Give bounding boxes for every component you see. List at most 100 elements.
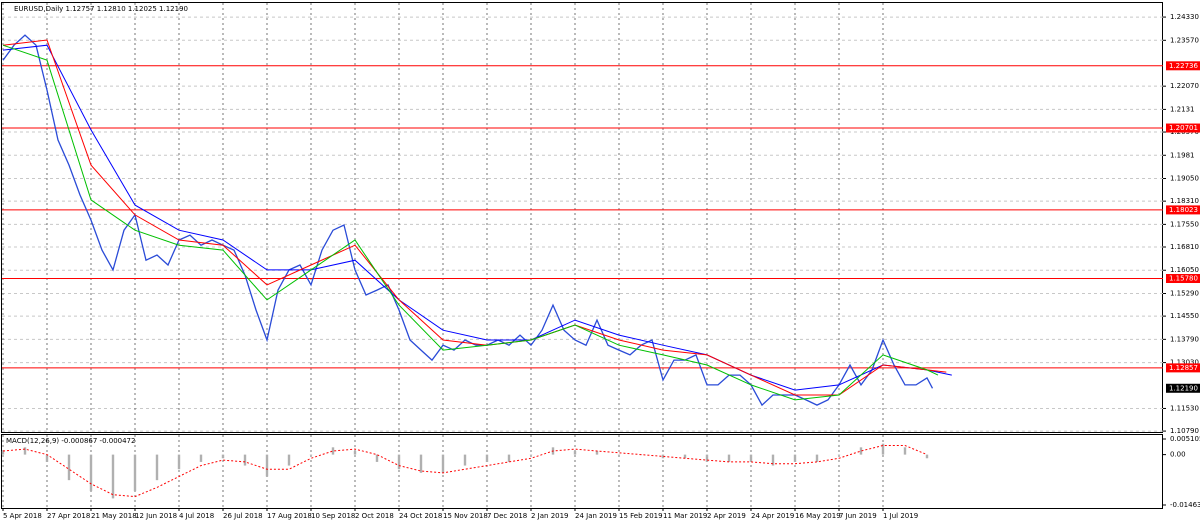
macd-bar [177, 454, 181, 470]
marks-layer [1, 34, 1163, 499]
macd-bar [309, 454, 313, 456]
macd-bar [375, 454, 379, 462]
macd-bar [243, 454, 247, 466]
macd-bar [155, 454, 159, 481]
x-tick-label: 16 May 2019 [795, 512, 841, 520]
x-tick-label: 17 Aug 2018 [267, 512, 312, 520]
macd-bar [771, 454, 775, 466]
x-tick-label: 12 Jun 2018 [135, 512, 177, 520]
macd-bar [287, 454, 291, 466]
level-label: 1.18023 [1169, 206, 1198, 214]
macd-bar [397, 454, 401, 470]
y-tick-label: 1.15290 [1170, 289, 1199, 297]
x-tick-label: 1 Jul 2019 [883, 512, 918, 520]
macd-bar [573, 450, 577, 455]
y-tick-label: 1.10790 [1170, 427, 1199, 435]
macd-bar [221, 454, 225, 459]
macd-bar [837, 454, 841, 456]
y-tick-label: 1.16810 [1170, 243, 1199, 251]
x-tick-label: 2 Apr 2019 [707, 512, 746, 520]
grid-layer [2, 3, 1166, 511]
macd-bar [67, 454, 71, 481]
macd-bar [507, 454, 511, 462]
x-tick-label: 10 Sep 2018 [311, 512, 355, 520]
x-tick-label: 24 Oct 2018 [399, 512, 442, 520]
macd-bar [485, 454, 489, 462]
y-tick-label: 1.1981 [1170, 151, 1195, 159]
macd-bar [617, 454, 621, 456]
y-tick-label: 1.17550 [1170, 220, 1199, 228]
series-line [2, 44, 952, 391]
y-tick-label: 1.23570 [1170, 36, 1199, 44]
last-price-box [1166, 383, 1200, 393]
level-label-box [1166, 61, 1200, 71]
y-tick-label: 0.00 [1170, 451, 1186, 459]
macd-bar [133, 454, 137, 492]
x-tick-label: 4 Jul 2018 [179, 512, 214, 520]
macd-bar [441, 454, 445, 473]
macd-bar [859, 447, 863, 455]
x-tick-label: 5 Apr 2018 [3, 512, 42, 520]
macd-bar [419, 454, 423, 473]
macd-bar [595, 450, 599, 455]
level-label-box [1166, 123, 1200, 133]
macd-bar [727, 454, 731, 462]
last-price-label: 1.12190 [1169, 384, 1198, 392]
macd-bar [705, 454, 709, 462]
y-tick-label: 1.13790 [1170, 335, 1199, 343]
macd-bar [1, 450, 5, 455]
y-tick-label: 1.24330 [1170, 13, 1199, 21]
y-tick-label: 1.22070 [1170, 82, 1199, 90]
macd-bar [815, 454, 819, 462]
y-tick-label: 1.2131 [1170, 105, 1195, 113]
x-tick-label: 24 Jan 2019 [575, 512, 617, 520]
x-tick-label: 21 May 2018 [91, 512, 137, 520]
macd-title: MACD(12,26,9) -0.000867 -0.000472 [6, 437, 135, 445]
macd-bar [881, 443, 885, 455]
level-label: 1.15780 [1169, 275, 1198, 283]
y-tick-label: 1.18310 [1170, 197, 1199, 205]
macd-bar [661, 454, 665, 459]
macd-bar [529, 454, 533, 456]
macd-bar [353, 450, 357, 455]
x-tick-label: 11 Mar 2019 [663, 512, 707, 520]
macd-bar [89, 454, 93, 492]
y-tick-label: 1.11530 [1170, 404, 1199, 412]
x-tick-label: 7 Dec 2018 [487, 512, 527, 520]
macd-bar [199, 454, 203, 462]
x-tick-label: 2 Jan 2019 [531, 512, 569, 520]
macd-bar [683, 454, 687, 459]
level-label-box [1166, 274, 1200, 284]
labels-layer: 1.243301.235701.220701.21311.205701.1981… [3, 13, 1200, 520]
macd-bar [45, 454, 49, 462]
x-tick-label: 27 Apr 2018 [47, 512, 90, 520]
y-tick-label: 1.13030 [1170, 359, 1199, 367]
y-tick-label: 1.14550 [1170, 312, 1199, 320]
chart-title: EURUSD,Daily 1.12757 1.12810 1.12025 1.1… [14, 5, 188, 13]
level-label: 1.20701 [1169, 124, 1198, 132]
macd-bar [463, 454, 467, 466]
macd-panel-frame [1, 434, 1163, 509]
series-line [2, 44, 939, 401]
y-tick-label: -0.014636 [1170, 501, 1200, 509]
level-label-box [1166, 205, 1200, 215]
macd-bar [903, 447, 907, 455]
level-label: 1.22736 [1169, 62, 1198, 70]
price-panel-frame [1, 2, 1163, 433]
x-tick-label: 24 Apr 2019 [751, 512, 794, 520]
level-label-box [1166, 363, 1200, 373]
x-tick-label: 15 Feb 2019 [619, 512, 663, 520]
macd-bar [331, 447, 335, 455]
y-tick-label: 0.005105 [1170, 435, 1200, 443]
series-line [2, 445, 928, 498]
macd-bar [793, 454, 797, 462]
x-tick-label: 15 Nov 2018 [443, 512, 488, 520]
y-tick-label: 1.19050 [1170, 175, 1199, 183]
x-tick-label: 2 Oct 2018 [355, 512, 394, 520]
macd-bar [265, 454, 269, 477]
x-tick-label: 26 Jul 2018 [223, 512, 263, 520]
y-tick-label: 1.16050 [1170, 266, 1199, 274]
